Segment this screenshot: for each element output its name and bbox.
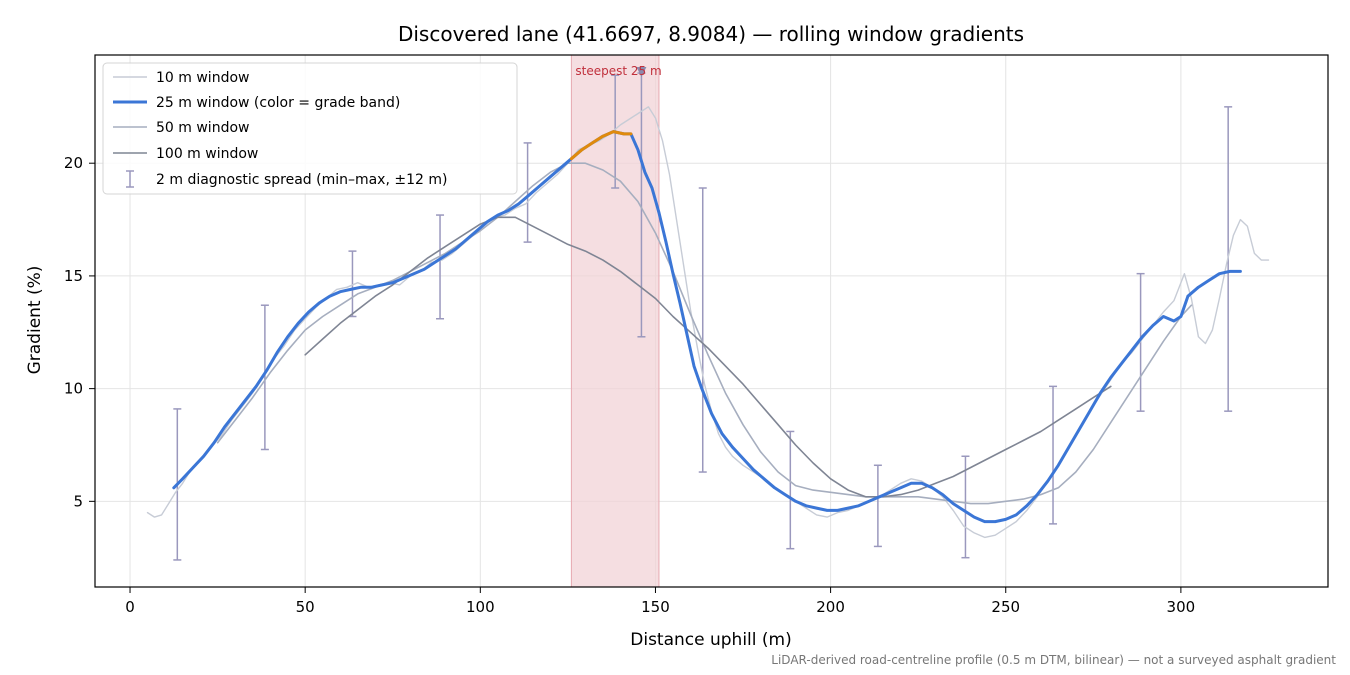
legend-label: 50 m window <box>156 120 249 136</box>
legend-label: 10 m window <box>156 70 249 86</box>
x-tick-label: 0 <box>125 598 135 616</box>
plot-area: steepest 25 m 0 50 100 150 200 250 300 5 10 15 20 10… <box>64 54 1329 616</box>
y-tick-label: 10 <box>64 380 83 398</box>
legend-label: 2 m diagnostic spread (min–max, ±12 m) <box>156 172 447 188</box>
chart-title: Discovered lane (41.6697, 8.9084) — roll… <box>398 22 1024 46</box>
series-group <box>146 72 1270 561</box>
y-axis-label: Gradient (%) <box>25 266 45 375</box>
y-tick-label: 15 <box>64 267 83 285</box>
x-tick-label: 150 <box>641 598 670 616</box>
series-line-1 <box>172 130 1242 524</box>
x-tick-label: 50 <box>296 598 315 616</box>
series-line-3 <box>304 216 1112 498</box>
plot-frame <box>94 54 1329 588</box>
series-band-segment <box>569 130 633 161</box>
x-tick-label: 300 <box>1167 598 1196 616</box>
x-axis-label: Distance uphill (m) <box>630 630 791 650</box>
y-tick-label: 20 <box>64 154 83 172</box>
legend-box <box>102 62 518 195</box>
legend-label: 25 m window (color = grade band) <box>156 95 400 111</box>
series-line-2 <box>216 162 1193 505</box>
x-tick-label: 200 <box>816 598 845 616</box>
x-tick-label: 100 <box>466 598 495 616</box>
steepest-marker <box>636 67 647 78</box>
steepest-annotation: steepest 25 m <box>575 64 661 78</box>
x-tick-label: 250 <box>991 598 1020 616</box>
footnote: LiDAR-derived road-centreline profile (0… <box>771 653 1336 667</box>
legend-label: 100 m window <box>156 146 258 162</box>
y-tick-label: 5 <box>73 492 83 510</box>
